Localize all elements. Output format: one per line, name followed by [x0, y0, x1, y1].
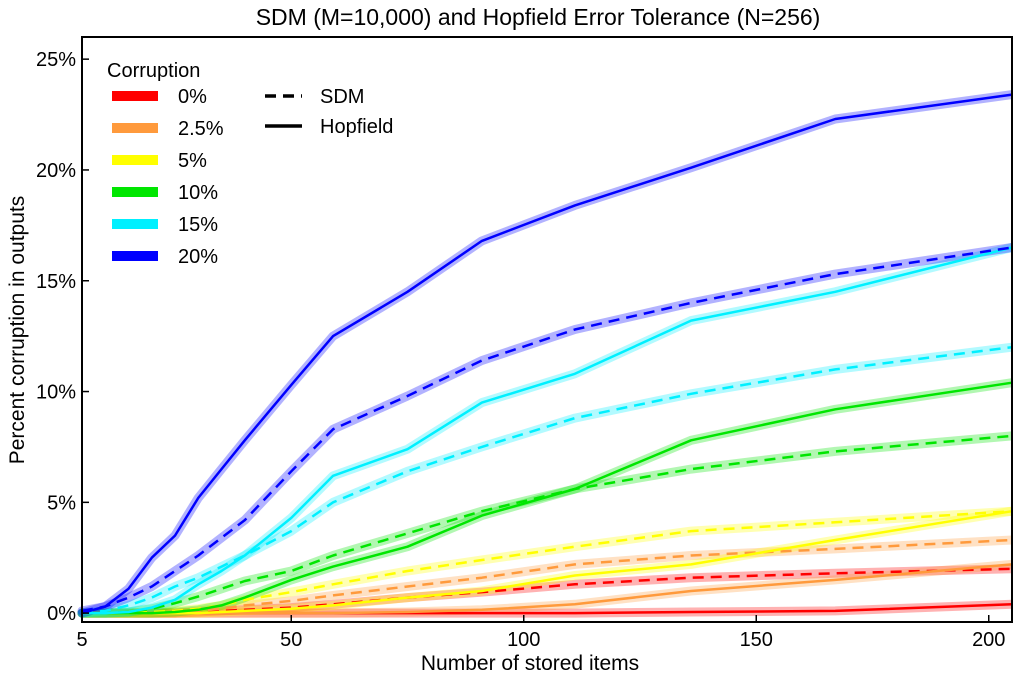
- series-line-20pct-hopfield: [81, 93, 1013, 615]
- legend-label: 2.5%: [178, 118, 224, 140]
- x-axis-ticks: 5 50 100 150 200: [76, 615, 1005, 651]
- legend-swatch: [112, 155, 158, 165]
- series-line-15pct-hopfield: [82, 246, 1013, 615]
- y-tick-label: 15%: [36, 271, 76, 293]
- x-axis-label: Number of stored items: [421, 652, 639, 675]
- y-axis-label: Percent corruption in outputs: [6, 196, 29, 465]
- legend-style-label: Hopfield: [320, 116, 393, 138]
- series-line-20pct-sdm: [81, 246, 1013, 613]
- x-tick-label: 100: [507, 629, 540, 651]
- legend-swatch: [112, 251, 158, 261]
- series-lines: [81, 93, 1013, 615]
- y-tick-label: 5%: [47, 492, 76, 514]
- legend-label: 20%: [178, 246, 218, 268]
- legend-label: 10%: [178, 182, 218, 204]
- x-tick-label: 5: [76, 629, 87, 651]
- series-line-15pct-sdm: [81, 345, 1013, 615]
- legend-color-entries: 0% 2.5% 5% 10% 15% 20%: [112, 86, 224, 268]
- legend: Corruption 0% 2.5% 5% 10% 15% 20% SDM Hopfield: [107, 60, 393, 268]
- y-axis-ticks: 0% 5% 10% 15% 20% 25%: [36, 49, 89, 625]
- y-tick-label: 25%: [36, 49, 76, 71]
- series-line-10pct-hopfield: [82, 381, 1013, 615]
- y-tick-label: 0%: [47, 603, 76, 625]
- legend-swatch: [112, 219, 158, 229]
- plot-frame: [81, 36, 1013, 623]
- legend-style-label: SDM: [320, 86, 364, 108]
- legend-swatch: [112, 187, 158, 197]
- chart-title: SDM (M=10,000) and Hopfield Error Tolera…: [256, 4, 821, 30]
- y-tick-label: 10%: [36, 382, 76, 404]
- x-tick-label: 150: [740, 629, 773, 651]
- legend-label: 15%: [178, 214, 218, 236]
- confidence-bands: [77, 90, 1013, 618]
- x-tick-label: 50: [280, 629, 302, 651]
- legend-style-entries: SDM Hopfield: [265, 86, 393, 138]
- legend-swatch: [112, 123, 158, 133]
- legend-label: 0%: [178, 86, 207, 108]
- legend-label: 5%: [178, 150, 207, 172]
- legend-swatch: [112, 91, 158, 101]
- legend-title: Corruption: [107, 60, 200, 82]
- x-tick-label: 200: [972, 629, 1005, 651]
- y-tick-label: 20%: [36, 160, 76, 182]
